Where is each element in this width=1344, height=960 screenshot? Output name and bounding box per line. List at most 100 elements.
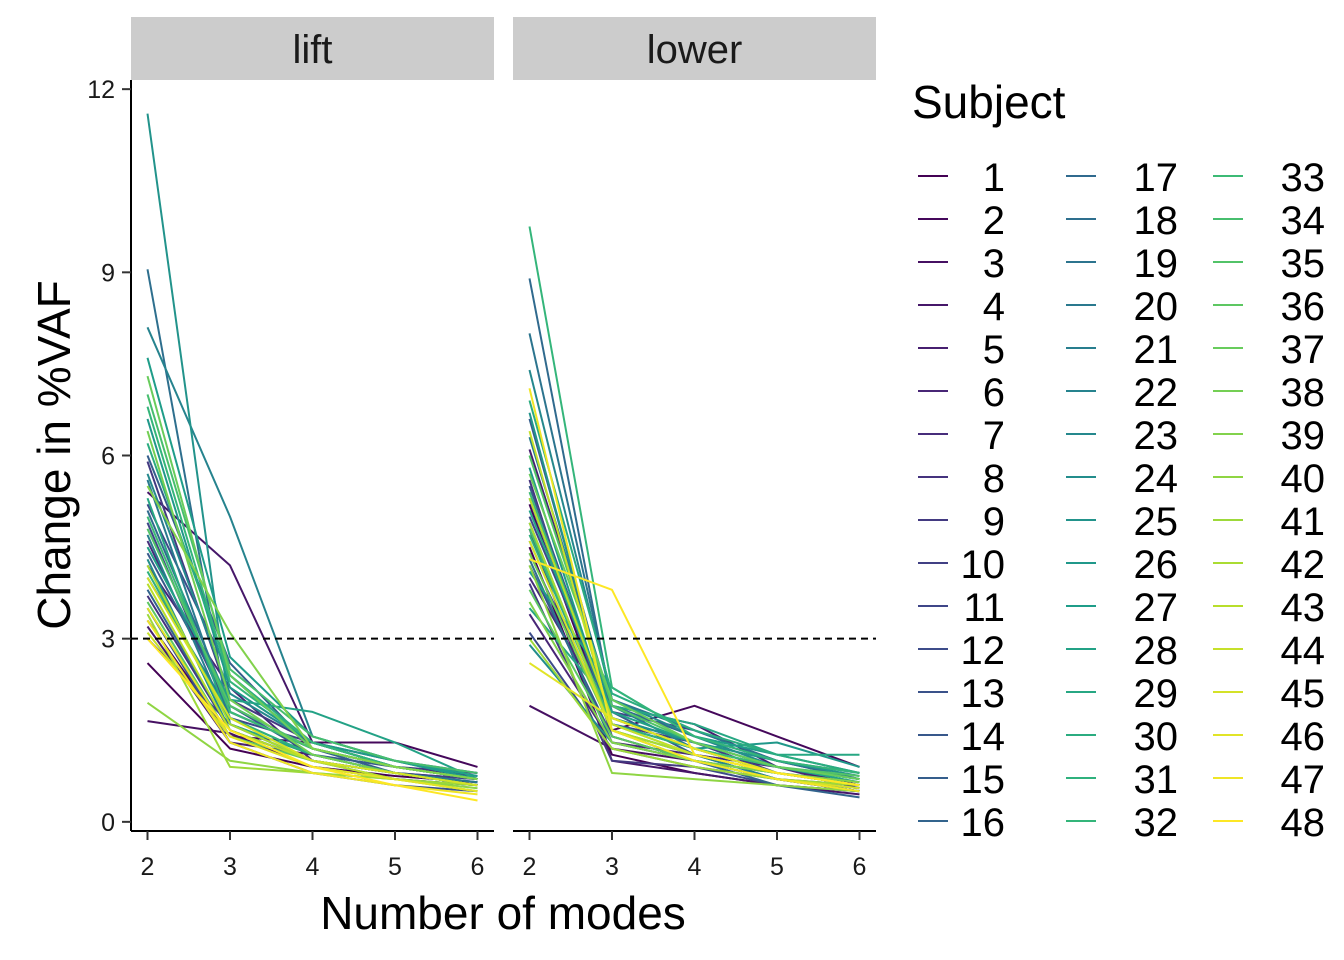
legend-label-38: 38 (1281, 371, 1326, 415)
legend-item-31: 31 (1066, 758, 1178, 802)
series-line-lift-45 (146, 577, 478, 787)
facet-strip-lift (131, 17, 494, 80)
legend-title: Subject (912, 76, 1066, 128)
legend-label-13: 13 (961, 672, 1006, 716)
legend-label-20: 20 (1134, 285, 1179, 329)
facet-strip-label-lift: lift (293, 28, 333, 72)
legend-label-3: 3 (983, 242, 1005, 286)
legend-item-3: 3 (918, 242, 1005, 286)
legend-label-15: 15 (961, 758, 1006, 802)
legend-label-34: 34 (1281, 199, 1326, 243)
legend-item-32: 32 (1066, 801, 1178, 845)
series-line-lower-40 (528, 565, 860, 793)
facet-lift: lift (131, 17, 494, 802)
legend-item-7: 7 (918, 414, 1005, 458)
legend-item-47: 47 (1213, 758, 1325, 802)
legend-label-4: 4 (983, 285, 1005, 329)
x-tick-label-lower-5: 5 (770, 853, 784, 881)
legend-label-5: 5 (983, 328, 1005, 372)
legend-item-34: 34 (1213, 199, 1325, 243)
legend-label-47: 47 (1281, 758, 1326, 802)
series-line-lower-48 (529, 558, 860, 787)
legend-label-36: 36 (1281, 285, 1326, 329)
x-tick-label-lower-4: 4 (688, 853, 702, 881)
x-tick-label-lift-2: 2 (141, 853, 155, 881)
legend-label-48: 48 (1281, 801, 1326, 845)
legend-label-43: 43 (1281, 586, 1326, 630)
legend-item-28: 28 (1066, 629, 1178, 673)
legend-label-23: 23 (1134, 414, 1179, 458)
legend-label-40: 40 (1281, 457, 1326, 501)
series-line-lift-9 (146, 461, 478, 774)
legend-label-37: 37 (1281, 328, 1326, 372)
legend-label-24: 24 (1134, 457, 1179, 501)
legend-label-22: 22 (1134, 371, 1179, 415)
x-axes: 2 3 4 5 6 2 3 4 5 6 (131, 830, 876, 881)
legend-item-26: 26 (1066, 543, 1178, 587)
legend-item-23: 23 (1066, 414, 1178, 458)
legend-item-1: 1 (918, 156, 1005, 200)
legend-item-41: 41 (1213, 500, 1325, 544)
legend-item-48: 48 (1213, 801, 1325, 845)
legend-label-35: 35 (1281, 242, 1326, 286)
legend-item-19: 19 (1066, 242, 1178, 286)
legend-label-11: 11 (963, 586, 1005, 630)
legend-item-30: 30 (1066, 715, 1178, 759)
legend-item-10: 10 (918, 543, 1005, 587)
legend-item-13: 13 (918, 672, 1005, 716)
y-tick-label-9: 9 (101, 259, 115, 287)
x-tick-label-lift-6: 6 (471, 853, 485, 881)
legend: Subject 12345678910111213141516171819202… (912, 76, 1325, 845)
legend-item-42: 42 (1213, 543, 1325, 587)
legend-items: 1234567891011121314151617181920212223242… (918, 156, 1325, 845)
x-tick-label-lift-4: 4 (306, 853, 320, 881)
legend-label-26: 26 (1134, 543, 1179, 587)
legend-item-2: 2 (918, 199, 1005, 243)
legend-item-25: 25 (1066, 500, 1178, 544)
y-tick-label-6: 6 (101, 443, 115, 471)
legend-item-35: 35 (1213, 242, 1325, 286)
legend-item-29: 29 (1066, 672, 1178, 716)
legend-item-9: 9 (918, 500, 1005, 544)
x-tick-label-lift-3: 3 (223, 853, 237, 881)
series-line-lower-32 (528, 226, 860, 774)
legend-label-10: 10 (961, 543, 1006, 587)
legend-label-28: 28 (1134, 629, 1179, 673)
legend-item-46: 46 (1213, 715, 1325, 759)
legend-item-18: 18 (1066, 199, 1178, 243)
legend-item-33: 33 (1213, 156, 1325, 200)
legend-label-21: 21 (1134, 328, 1179, 372)
legend-label-12: 12 (961, 629, 1006, 673)
legend-item-4: 4 (918, 285, 1005, 329)
legend-label-14: 14 (961, 715, 1006, 759)
series-line-lower-47 (528, 388, 860, 793)
legend-label-19: 19 (1134, 242, 1179, 286)
legend-item-20: 20 (1066, 285, 1178, 329)
legend-item-5: 5 (918, 328, 1005, 372)
series-line-lift-25 (146, 113, 478, 781)
x-tick-label-lower-2: 2 (523, 853, 537, 881)
x-axis-lower: 2 3 4 5 6 (513, 830, 876, 881)
legend-item-45: 45 (1213, 672, 1325, 716)
legend-item-21: 21 (1066, 328, 1178, 372)
legend-item-38: 38 (1213, 371, 1325, 415)
legend-label-45: 45 (1281, 672, 1326, 716)
facet-strip-label-lower: lower (647, 28, 743, 72)
legend-item-8: 8 (918, 457, 1005, 501)
facet-lower: lower (513, 17, 876, 799)
series-line-lower-30 (528, 400, 860, 774)
legend-label-44: 44 (1281, 629, 1326, 673)
legend-label-31: 31 (1134, 758, 1179, 802)
legend-item-37: 37 (1213, 328, 1325, 372)
x-tick-label-lower-3: 3 (605, 853, 619, 881)
legend-label-32: 32 (1134, 801, 1179, 845)
legend-item-12: 12 (918, 629, 1005, 673)
y-tick-label-12: 12 (87, 76, 115, 104)
series-line-lift-39 (146, 485, 478, 781)
y-tick-label-0: 0 (101, 809, 115, 837)
legend-label-9: 9 (983, 500, 1005, 544)
x-axis-title: Number of modes (320, 887, 686, 939)
legend-item-22: 22 (1066, 371, 1178, 415)
y-tick-label-3: 3 (101, 626, 115, 654)
